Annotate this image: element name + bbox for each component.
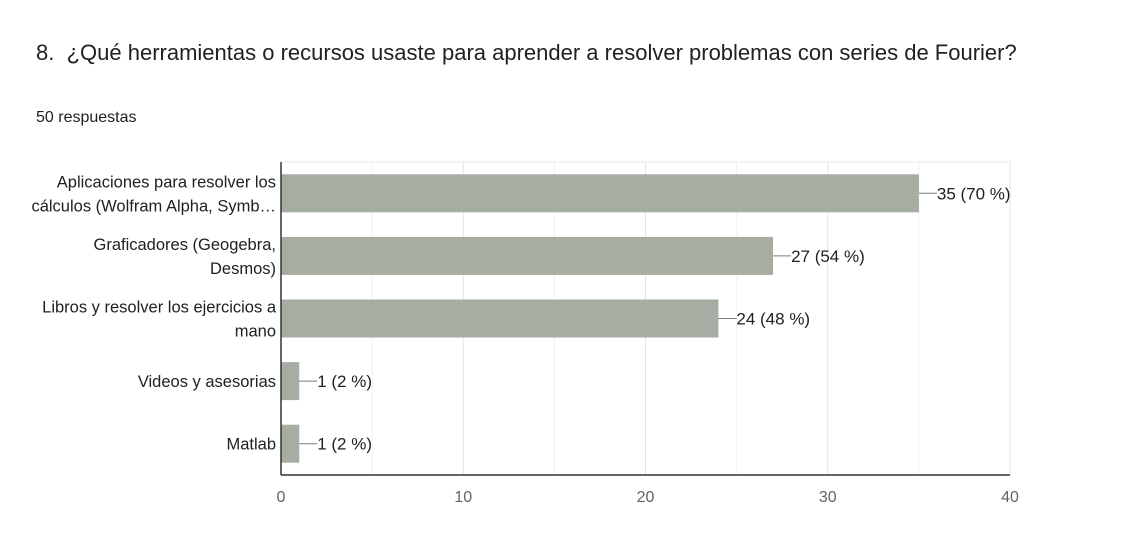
bar	[281, 299, 719, 338]
x-tick-label: 30	[819, 489, 837, 506]
category-label: Matlab	[226, 436, 276, 454]
question-title: 8. ¿Qué herramientas o recursos usaste p…	[36, 34, 1096, 71]
bar	[281, 362, 300, 401]
category-label: Desmos)	[210, 260, 276, 278]
bar	[281, 174, 919, 213]
category-label: Libros y resolver los ejercicios a	[42, 299, 277, 317]
x-tick-label: 0	[277, 489, 286, 506]
value-label: 1 (2 %)	[317, 372, 372, 391]
x-tick-label: 20	[637, 489, 655, 506]
category-label: cálculos (Wolfram Alpha, Symb…	[31, 197, 276, 215]
category-label: Aplicaciones para resolver los	[57, 173, 276, 191]
bar	[281, 236, 774, 275]
value-label: 35 (70 %)	[937, 184, 1011, 203]
value-label: 1 (2 %)	[317, 435, 372, 454]
x-tick-label: 10	[454, 489, 472, 506]
question-number: 8.	[36, 40, 55, 65]
x-tick-label: 40	[1001, 489, 1019, 506]
category-label: Videos y asesorias	[138, 373, 276, 391]
value-label: 24 (48 %)	[736, 310, 810, 329]
bar	[281, 424, 300, 463]
value-label: 27 (54 %)	[791, 247, 865, 266]
response-count: 50 respuestas	[36, 109, 137, 126]
question-text: ¿Qué herramientas o recursos usaste para…	[66, 40, 1017, 65]
category-label: mano	[235, 323, 276, 341]
category-label: Graficadores (Geogebra,	[93, 236, 276, 254]
